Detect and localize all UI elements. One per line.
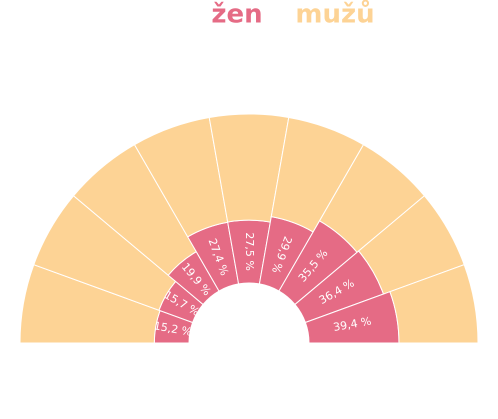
plot: 15,2 %15,7 %19,9 %27,4 % 27,5 % 29,9 % 35,5… — [19, 113, 479, 344]
value-label: 27,5 % — [243, 232, 256, 270]
legend-entry: žen — [211, 0, 262, 30]
bar-segment — [389, 264, 479, 344]
legend-entry: mužů — [295, 0, 374, 30]
